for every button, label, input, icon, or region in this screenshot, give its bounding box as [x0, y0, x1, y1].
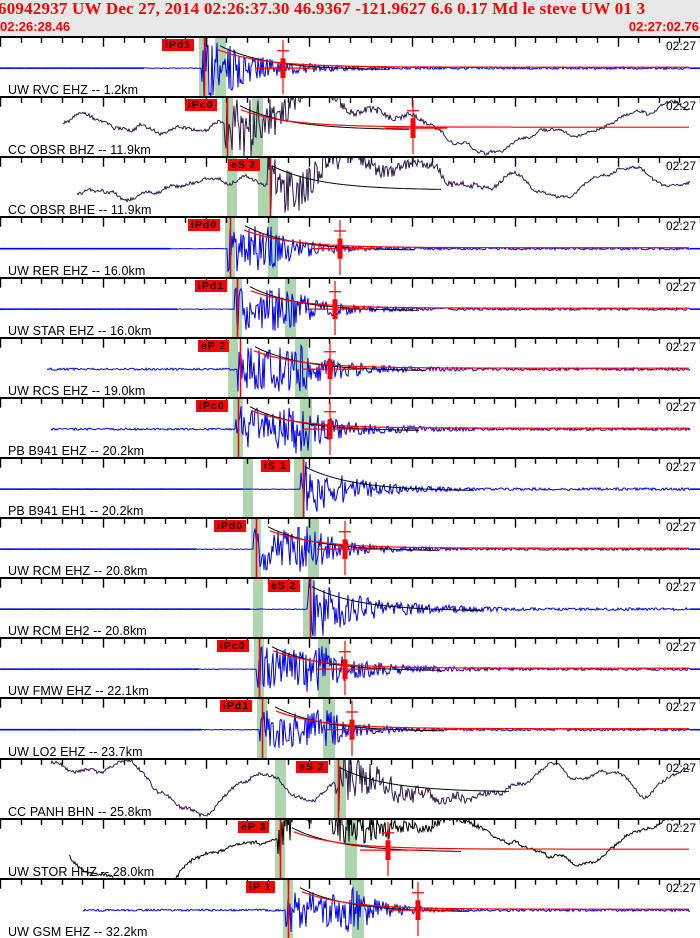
trace-time-label: 02:27: [665, 821, 696, 835]
trace-list: iPd1 UW RVC EHZ -- 1.2km 02:27 iPc0 CC OBSR …: [0, 36, 700, 938]
trace-time-label: 02:27: [665, 761, 696, 775]
pick-flag[interactable]: eS 2: [268, 580, 300, 592]
trace-time-label: 02:27: [665, 881, 696, 895]
pick-flag[interactable]: eS 2: [228, 159, 260, 171]
trace-time-label: 02:27: [665, 340, 696, 354]
waveform-plot[interactable]: [0, 339, 700, 397]
trace-time-label: 02:27: [665, 99, 696, 113]
trace-time-label: 02:27: [665, 400, 696, 414]
station-channel-label: UW RCS EHZ -- 19.0km: [8, 384, 146, 397]
pick-flag[interactable]: iPc0: [185, 99, 217, 111]
station-channel-label: UW RCM EH2 -- 20.8km: [8, 624, 147, 637]
trace-row[interactable]: eS 2 CC OBSR BHE -- 11.9km 02:27: [0, 156, 700, 216]
station-channel-label: PB B941 EHZ -- 20.2km: [8, 444, 145, 457]
trace-row[interactable]: iPd1 UW RVC EHZ -- 1.2km 02:27: [0, 36, 700, 96]
station-channel-label: CC OBSR BHE -- 11.9km: [8, 203, 152, 216]
waveform-plot[interactable]: [0, 98, 700, 156]
trace-time-label: 02:27: [665, 520, 696, 534]
event-header: 60942937 UW Dec 27, 2014 02:26:37.30 46.…: [0, 0, 700, 36]
pick-flag[interactable]: iPd0: [188, 219, 221, 231]
waveform-plot[interactable]: [0, 760, 700, 818]
waveform-plot[interactable]: [0, 158, 700, 216]
trace-row[interactable]: eS 2 CC PANH BHN -- 25.8km 02:27: [0, 758, 700, 818]
pick-flag[interactable]: iP 1: [246, 881, 275, 893]
trace-time-label: 02:27: [665, 280, 696, 294]
station-channel-label: CC PANH BHN -- 25.8km: [8, 805, 152, 818]
station-channel-label: UW STAR EHZ -- 16.0km: [8, 324, 152, 337]
window-end-time: 02:27:02.76: [628, 19, 699, 34]
station-channel-label: UW RCM EHZ -- 20.8km: [8, 564, 148, 577]
waveform-plot[interactable]: [0, 399, 700, 457]
station-channel-label: PB B941 EH1 -- 20.2km: [8, 504, 144, 517]
trace-row[interactable]: iPc0 CC OBSR BHZ -- 11.9km 02:27: [0, 96, 700, 156]
event-header-title: 60942937 UW Dec 27, 2014 02:26:37.30 46.…: [0, 0, 646, 18]
waveform-plot[interactable]: [0, 579, 700, 637]
station-channel-label: UW FMW EHZ -- 22.1km: [8, 684, 149, 697]
trace-row[interactable]: eP 2 UW RCS EHZ -- 19.0km 02:27: [0, 337, 700, 397]
pick-flag[interactable]: iPd1: [220, 700, 253, 712]
waveform-plot[interactable]: [0, 459, 700, 517]
waveform-plot[interactable]: [0, 218, 700, 277]
trace-row[interactable]: iPd0 UW RCM EHZ -- 20.8km 02:27: [0, 517, 700, 577]
trace-row[interactable]: iPd1 UW STAR EHZ -- 16.0km 02:27: [0, 277, 700, 337]
pick-flag[interactable]: iPd1: [162, 39, 195, 51]
pick-flag[interactable]: iS 1: [261, 460, 290, 472]
waveform-plot[interactable]: [0, 279, 700, 337]
pick-flag[interactable]: iPc0: [196, 400, 228, 412]
trace-time-label: 02:27: [665, 219, 696, 233]
station-channel-label: UW STOR HHZ -- 28.0km: [8, 865, 155, 878]
trace-row[interactable]: iPd1 UW LO2 EHZ -- 23.7km 02:27: [0, 697, 700, 758]
trace-time-label: 02:27: [665, 39, 696, 53]
trace-time-label: 02:27: [665, 460, 696, 474]
trace-row[interactable]: iS 1 PB B941 EH1 -- 20.2km 02:27: [0, 457, 700, 517]
trace-row[interactable]: iPc0 UW FMW EHZ -- 22.1km 02:27: [0, 637, 700, 697]
pick-flag[interactable]: eP 3: [238, 821, 270, 833]
waveform-plot[interactable]: [0, 820, 700, 878]
trace-time-label: 02:27: [665, 580, 696, 594]
window-start-time: 02:26:28.46: [0, 19, 71, 34]
station-channel-label: UW LO2 EHZ -- 23.7km: [8, 745, 143, 758]
trace-time-label: 02:27: [665, 700, 696, 714]
pick-flag[interactable]: eP 2: [198, 340, 230, 352]
station-channel-label: UW GSM EHZ -- 32.2km: [8, 925, 148, 938]
trace-time-label: 02:27: [665, 640, 696, 654]
station-channel-label: UW RER EHZ -- 16.0km: [8, 264, 146, 277]
trace-row[interactable]: iPc0 PB B941 EHZ -- 20.2km 02:27: [0, 397, 700, 457]
pick-flag[interactable]: iPc0: [217, 640, 249, 652]
station-channel-label: UW RVC EHZ -- 1.2km: [8, 83, 139, 96]
station-channel-label: CC OBSR BHZ -- 11.9km: [8, 143, 151, 156]
trace-row[interactable]: eP 3 UW STOR HHZ -- 28.0km 02:27: [0, 818, 700, 878]
pick-flag[interactable]: iPd0: [214, 520, 247, 532]
trace-time-label: 02:27: [665, 159, 696, 173]
trace-row[interactable]: eS 2 UW RCM EH2 -- 20.8km 02:27: [0, 577, 700, 637]
pick-flag[interactable]: iPd1: [195, 280, 228, 292]
waveform-plot[interactable]: [0, 639, 700, 697]
pick-flag[interactable]: eS 2: [296, 761, 328, 773]
trace-row[interactable]: iPd0 UW RER EHZ -- 16.0km 02:27: [0, 216, 700, 277]
trace-row[interactable]: iP 1 UW GSM EHZ -- 32.2km 02:27: [0, 878, 700, 938]
waveform-plot[interactable]: [0, 880, 700, 938]
waveform-plot[interactable]: [0, 38, 700, 96]
waveform-plot[interactable]: [0, 519, 700, 577]
